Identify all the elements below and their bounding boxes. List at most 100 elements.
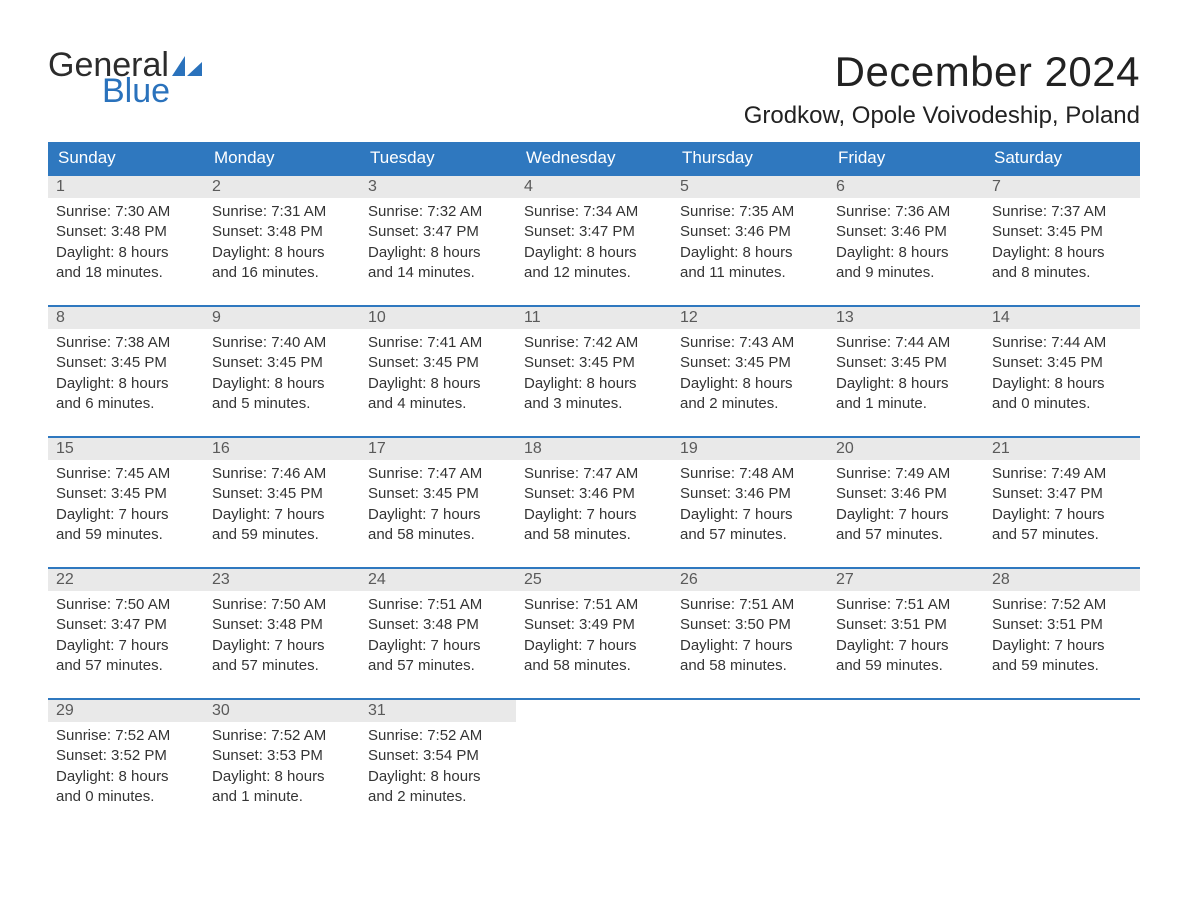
day-number: 16 bbox=[204, 438, 360, 460]
day-details: Sunrise: 7:36 AMSunset: 3:46 PMDaylight:… bbox=[828, 198, 984, 283]
sunset-text: Sunset: 3:46 PM bbox=[836, 222, 976, 242]
daylight-line2: and 57 minutes. bbox=[992, 525, 1132, 545]
sunrise-text: Sunrise: 7:52 AM bbox=[56, 726, 196, 746]
day-number: 11 bbox=[516, 307, 672, 329]
page-title: December 2024 bbox=[744, 48, 1140, 96]
sunset-text: Sunset: 3:45 PM bbox=[992, 222, 1132, 242]
sunset-text: Sunset: 3:45 PM bbox=[680, 353, 820, 373]
day-details: Sunrise: 7:52 AMSunset: 3:53 PMDaylight:… bbox=[204, 722, 360, 807]
sunrise-text: Sunrise: 7:41 AM bbox=[368, 333, 508, 353]
calendar-day: 25Sunrise: 7:51 AMSunset: 3:49 PMDayligh… bbox=[516, 569, 672, 676]
sunset-text: Sunset: 3:46 PM bbox=[836, 484, 976, 504]
sunset-text: Sunset: 3:45 PM bbox=[524, 353, 664, 373]
day-details: Sunrise: 7:45 AMSunset: 3:45 PMDaylight:… bbox=[48, 460, 204, 545]
day-number: 23 bbox=[204, 569, 360, 591]
daylight-line1: Daylight: 8 hours bbox=[368, 374, 508, 394]
daylight-line1: Daylight: 7 hours bbox=[524, 505, 664, 525]
calendar: SundayMondayTuesdayWednesdayThursdayFrid… bbox=[48, 142, 1140, 807]
daylight-line2: and 0 minutes. bbox=[56, 787, 196, 807]
sunset-text: Sunset: 3:49 PM bbox=[524, 615, 664, 635]
sunset-text: Sunset: 3:51 PM bbox=[992, 615, 1132, 635]
sunset-text: Sunset: 3:47 PM bbox=[56, 615, 196, 635]
sunrise-text: Sunrise: 7:52 AM bbox=[212, 726, 352, 746]
daylight-line2: and 2 minutes. bbox=[680, 394, 820, 414]
daylight-line1: Daylight: 7 hours bbox=[212, 505, 352, 525]
day-number: 27 bbox=[828, 569, 984, 591]
title-block: December 2024 Grodkow, Opole Voivodeship… bbox=[744, 48, 1140, 130]
daylight-line1: Daylight: 7 hours bbox=[836, 636, 976, 656]
sunset-text: Sunset: 3:45 PM bbox=[56, 484, 196, 504]
weekday-header: Thursday bbox=[672, 142, 828, 174]
sunset-text: Sunset: 3:46 PM bbox=[680, 484, 820, 504]
day-number: 12 bbox=[672, 307, 828, 329]
day-details: Sunrise: 7:47 AMSunset: 3:46 PMDaylight:… bbox=[516, 460, 672, 545]
day-details: Sunrise: 7:44 AMSunset: 3:45 PMDaylight:… bbox=[984, 329, 1140, 414]
sunset-text: Sunset: 3:45 PM bbox=[212, 353, 352, 373]
sunrise-text: Sunrise: 7:35 AM bbox=[680, 202, 820, 222]
daylight-line2: and 18 minutes. bbox=[56, 263, 196, 283]
calendar-day: 27Sunrise: 7:51 AMSunset: 3:51 PMDayligh… bbox=[828, 569, 984, 676]
sunset-text: Sunset: 3:45 PM bbox=[368, 353, 508, 373]
day-number: 5 bbox=[672, 176, 828, 198]
calendar-day: 6Sunrise: 7:36 AMSunset: 3:46 PMDaylight… bbox=[828, 176, 984, 283]
daylight-line1: Daylight: 7 hours bbox=[368, 636, 508, 656]
brand-logo: General Blue bbox=[48, 48, 208, 108]
day-number: 9 bbox=[204, 307, 360, 329]
calendar-day: 21Sunrise: 7:49 AMSunset: 3:47 PMDayligh… bbox=[984, 438, 1140, 545]
daylight-line1: Daylight: 8 hours bbox=[524, 374, 664, 394]
sunset-text: Sunset: 3:53 PM bbox=[212, 746, 352, 766]
day-details: Sunrise: 7:51 AMSunset: 3:48 PMDaylight:… bbox=[360, 591, 516, 676]
sunrise-text: Sunrise: 7:37 AM bbox=[992, 202, 1132, 222]
day-details: Sunrise: 7:47 AMSunset: 3:45 PMDaylight:… bbox=[360, 460, 516, 545]
day-details: Sunrise: 7:52 AMSunset: 3:54 PMDaylight:… bbox=[360, 722, 516, 807]
calendar-day: 8Sunrise: 7:38 AMSunset: 3:45 PMDaylight… bbox=[48, 307, 204, 414]
day-details: Sunrise: 7:34 AMSunset: 3:47 PMDaylight:… bbox=[516, 198, 672, 283]
day-details: Sunrise: 7:31 AMSunset: 3:48 PMDaylight:… bbox=[204, 198, 360, 283]
daylight-line2: and 58 minutes. bbox=[368, 525, 508, 545]
daylight-line2: and 3 minutes. bbox=[524, 394, 664, 414]
sunset-text: Sunset: 3:48 PM bbox=[56, 222, 196, 242]
sunset-text: Sunset: 3:47 PM bbox=[368, 222, 508, 242]
sunrise-text: Sunrise: 7:52 AM bbox=[992, 595, 1132, 615]
calendar-day: 28Sunrise: 7:52 AMSunset: 3:51 PMDayligh… bbox=[984, 569, 1140, 676]
day-details: Sunrise: 7:46 AMSunset: 3:45 PMDaylight:… bbox=[204, 460, 360, 545]
calendar-day: 10Sunrise: 7:41 AMSunset: 3:45 PMDayligh… bbox=[360, 307, 516, 414]
day-number: 13 bbox=[828, 307, 984, 329]
daylight-line1: Daylight: 8 hours bbox=[836, 374, 976, 394]
calendar-day: 12Sunrise: 7:43 AMSunset: 3:45 PMDayligh… bbox=[672, 307, 828, 414]
daylight-line1: Daylight: 7 hours bbox=[56, 636, 196, 656]
daylight-line2: and 8 minutes. bbox=[992, 263, 1132, 283]
sunset-text: Sunset: 3:48 PM bbox=[368, 615, 508, 635]
daylight-line2: and 57 minutes. bbox=[680, 525, 820, 545]
sunset-text: Sunset: 3:48 PM bbox=[212, 615, 352, 635]
calendar-day: 23Sunrise: 7:50 AMSunset: 3:48 PMDayligh… bbox=[204, 569, 360, 676]
day-number: 28 bbox=[984, 569, 1140, 591]
calendar-day: 13Sunrise: 7:44 AMSunset: 3:45 PMDayligh… bbox=[828, 307, 984, 414]
calendar-day: 1Sunrise: 7:30 AMSunset: 3:48 PMDaylight… bbox=[48, 176, 204, 283]
sunrise-text: Sunrise: 7:43 AM bbox=[680, 333, 820, 353]
sail-icon bbox=[172, 54, 208, 82]
sunset-text: Sunset: 3:48 PM bbox=[212, 222, 352, 242]
calendar-week: 15Sunrise: 7:45 AMSunset: 3:45 PMDayligh… bbox=[48, 436, 1140, 545]
daylight-line1: Daylight: 8 hours bbox=[212, 374, 352, 394]
day-details: Sunrise: 7:35 AMSunset: 3:46 PMDaylight:… bbox=[672, 198, 828, 283]
day-details: Sunrise: 7:41 AMSunset: 3:45 PMDaylight:… bbox=[360, 329, 516, 414]
day-details: Sunrise: 7:50 AMSunset: 3:48 PMDaylight:… bbox=[204, 591, 360, 676]
daylight-line1: Daylight: 7 hours bbox=[992, 636, 1132, 656]
daylight-line2: and 59 minutes. bbox=[836, 656, 976, 676]
daylight-line2: and 5 minutes. bbox=[212, 394, 352, 414]
daylight-line1: Daylight: 7 hours bbox=[368, 505, 508, 525]
day-details: Sunrise: 7:52 AMSunset: 3:51 PMDaylight:… bbox=[984, 591, 1140, 676]
sunrise-text: Sunrise: 7:48 AM bbox=[680, 464, 820, 484]
calendar-day: 15Sunrise: 7:45 AMSunset: 3:45 PMDayligh… bbox=[48, 438, 204, 545]
day-details: Sunrise: 7:49 AMSunset: 3:47 PMDaylight:… bbox=[984, 460, 1140, 545]
daylight-line2: and 1 minute. bbox=[836, 394, 976, 414]
daylight-line2: and 16 minutes. bbox=[212, 263, 352, 283]
calendar-day bbox=[828, 700, 984, 807]
daylight-line2: and 57 minutes. bbox=[836, 525, 976, 545]
weekday-header-row: SundayMondayTuesdayWednesdayThursdayFrid… bbox=[48, 142, 1140, 174]
sunrise-text: Sunrise: 7:51 AM bbox=[524, 595, 664, 615]
sunset-text: Sunset: 3:45 PM bbox=[212, 484, 352, 504]
calendar-day: 26Sunrise: 7:51 AMSunset: 3:50 PMDayligh… bbox=[672, 569, 828, 676]
day-number: 6 bbox=[828, 176, 984, 198]
